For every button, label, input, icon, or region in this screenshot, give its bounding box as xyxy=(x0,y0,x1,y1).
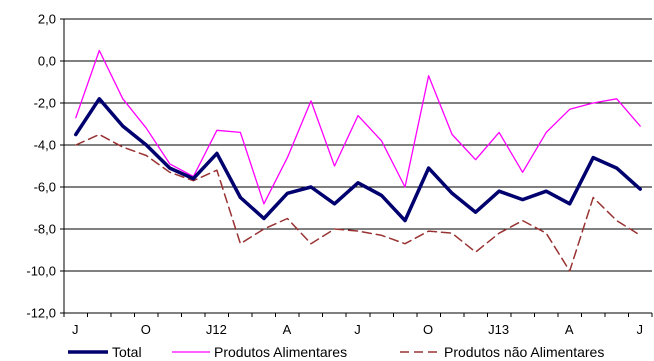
x-axis-tick-labels: J O J12 A J O J13 A J xyxy=(72,322,643,337)
legend-label: Total xyxy=(112,344,142,360)
data-series xyxy=(74,49,642,272)
series-line-produtos-alimentares xyxy=(75,49,641,205)
grid-lines xyxy=(64,18,652,314)
x-tick-label: A xyxy=(283,322,292,337)
y-tick-label: -10,0 xyxy=(26,264,56,279)
legend-label: Produtos não Alimentares xyxy=(444,344,604,360)
axes xyxy=(60,18,653,317)
y-tick-label: -12,0 xyxy=(26,306,56,321)
x-tick-label: O xyxy=(141,322,151,337)
x-tick-label: J13 xyxy=(488,322,509,337)
x-tick-label: J12 xyxy=(206,322,227,337)
x-tick-label: O xyxy=(423,322,433,337)
legend: Total Produtos Alimentares Produtos não Al… xyxy=(68,344,604,360)
series-line-produtos-n-o-alimentares xyxy=(75,133,641,272)
series-line-total xyxy=(74,97,642,223)
y-tick-label: -4,0 xyxy=(34,138,56,153)
x-tick-label: J xyxy=(354,322,361,337)
x-tick-label: J xyxy=(72,322,79,337)
y-tick-label: 2,0 xyxy=(38,12,56,27)
y-tick-label: -8,0 xyxy=(34,222,56,237)
legend-label: Produtos Alimentares xyxy=(214,344,347,360)
x-tick-label: J xyxy=(636,322,643,337)
y-tick-label: 0,0 xyxy=(38,54,56,69)
x-tick-label: A xyxy=(565,322,574,337)
y-tick-label: -2,0 xyxy=(34,96,56,111)
y-tick-label: -6,0 xyxy=(34,180,56,195)
y-axis-tick-labels: 2,0 0,0 -2,0 -4,0 -6,0 -8,0 -10,0 -12,0 xyxy=(26,12,56,321)
